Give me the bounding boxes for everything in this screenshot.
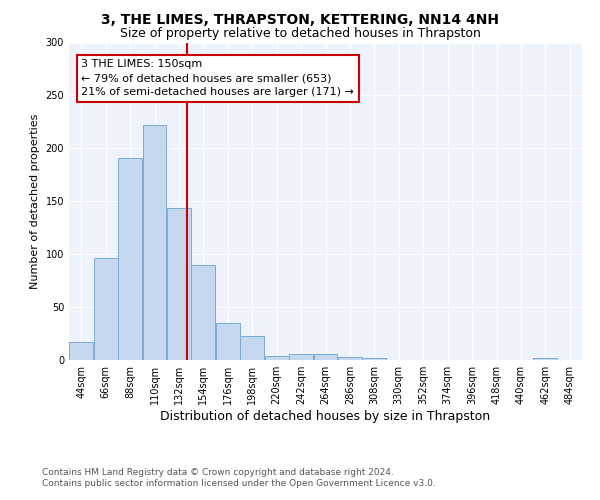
X-axis label: Distribution of detached houses by size in Thrapston: Distribution of detached houses by size … bbox=[160, 410, 491, 423]
Bar bbox=[94, 258, 118, 360]
Bar bbox=[167, 208, 191, 360]
Bar bbox=[216, 323, 240, 360]
Bar bbox=[289, 354, 313, 360]
Bar bbox=[191, 265, 215, 360]
Y-axis label: Number of detached properties: Number of detached properties bbox=[30, 114, 40, 289]
Bar bbox=[338, 357, 362, 360]
Bar bbox=[143, 125, 166, 360]
Bar bbox=[314, 354, 337, 360]
Text: Contains HM Land Registry data © Crown copyright and database right 2024.
Contai: Contains HM Land Registry data © Crown c… bbox=[42, 468, 436, 487]
Bar bbox=[533, 358, 557, 360]
Bar bbox=[240, 336, 264, 360]
Text: 3 THE LIMES: 150sqm
← 79% of detached houses are smaller (653)
21% of semi-detac: 3 THE LIMES: 150sqm ← 79% of detached ho… bbox=[81, 60, 354, 98]
Bar bbox=[69, 342, 93, 360]
Bar bbox=[265, 356, 289, 360]
Bar bbox=[362, 358, 386, 360]
Bar bbox=[118, 158, 142, 360]
Text: Size of property relative to detached houses in Thrapston: Size of property relative to detached ho… bbox=[119, 28, 481, 40]
Text: 3, THE LIMES, THRAPSTON, KETTERING, NN14 4NH: 3, THE LIMES, THRAPSTON, KETTERING, NN14… bbox=[101, 12, 499, 26]
